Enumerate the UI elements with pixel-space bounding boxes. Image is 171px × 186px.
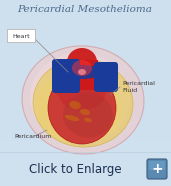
Bar xyxy=(0,78,171,82)
Bar xyxy=(0,71,171,74)
Bar xyxy=(0,100,171,104)
Bar xyxy=(0,30,171,33)
Bar xyxy=(0,164,171,167)
Bar xyxy=(0,167,171,171)
Ellipse shape xyxy=(63,92,113,137)
Bar xyxy=(0,112,171,115)
Text: +: + xyxy=(151,162,163,176)
Bar xyxy=(0,48,171,52)
Bar xyxy=(0,60,171,63)
Text: Heart: Heart xyxy=(12,33,30,39)
Ellipse shape xyxy=(65,115,79,121)
Bar xyxy=(0,126,171,130)
Bar xyxy=(0,93,171,97)
Ellipse shape xyxy=(54,75,86,101)
Ellipse shape xyxy=(84,118,92,122)
Bar xyxy=(0,74,171,78)
Bar xyxy=(0,7,171,11)
Bar xyxy=(68,60,98,90)
Bar xyxy=(0,149,171,153)
Ellipse shape xyxy=(36,72,120,144)
Bar xyxy=(0,19,171,22)
Ellipse shape xyxy=(61,65,103,79)
Bar xyxy=(0,82,171,86)
Ellipse shape xyxy=(22,46,144,154)
Bar xyxy=(0,115,171,119)
Bar xyxy=(0,153,171,156)
Bar xyxy=(0,160,171,164)
Ellipse shape xyxy=(33,59,133,147)
Bar xyxy=(0,86,171,89)
Bar xyxy=(0,141,171,145)
Bar xyxy=(0,134,171,138)
Bar xyxy=(0,138,171,141)
Text: Pericardial Mesothelioma: Pericardial Mesothelioma xyxy=(18,4,152,14)
Ellipse shape xyxy=(69,67,97,83)
Bar xyxy=(0,41,171,45)
Text: Pericardial
Fluid: Pericardial Fluid xyxy=(122,81,155,93)
Ellipse shape xyxy=(59,80,105,110)
Ellipse shape xyxy=(72,60,92,76)
Bar xyxy=(0,130,171,134)
Text: Pericardium: Pericardium xyxy=(14,134,51,139)
Ellipse shape xyxy=(30,53,130,143)
Bar xyxy=(0,33,171,37)
Bar xyxy=(0,4,171,7)
Bar xyxy=(0,156,171,160)
Bar xyxy=(0,89,171,93)
Bar xyxy=(0,179,171,182)
Text: Click to Enlarge: Click to Enlarge xyxy=(29,163,121,177)
FancyBboxPatch shape xyxy=(147,159,167,179)
Bar xyxy=(0,45,171,48)
Bar xyxy=(0,11,171,15)
Bar xyxy=(0,56,171,60)
Bar xyxy=(0,67,171,71)
Bar xyxy=(0,0,171,4)
FancyBboxPatch shape xyxy=(149,161,165,170)
Bar xyxy=(0,119,171,123)
Bar xyxy=(0,63,171,67)
Bar xyxy=(0,175,171,179)
Ellipse shape xyxy=(80,109,90,115)
Ellipse shape xyxy=(48,72,116,144)
Bar xyxy=(0,108,171,112)
Ellipse shape xyxy=(67,48,97,76)
Bar xyxy=(0,52,171,56)
Bar xyxy=(0,145,171,149)
Ellipse shape xyxy=(69,101,81,109)
Ellipse shape xyxy=(78,69,86,75)
Ellipse shape xyxy=(79,79,107,101)
Bar xyxy=(0,22,171,26)
FancyBboxPatch shape xyxy=(7,29,35,42)
FancyBboxPatch shape xyxy=(52,59,80,93)
Bar xyxy=(0,123,171,126)
Bar xyxy=(0,171,171,175)
Bar xyxy=(0,15,171,19)
FancyBboxPatch shape xyxy=(94,62,118,92)
Bar xyxy=(0,26,171,30)
Bar xyxy=(0,104,171,108)
Bar xyxy=(0,97,171,100)
Bar xyxy=(0,182,171,186)
Bar xyxy=(0,37,171,41)
